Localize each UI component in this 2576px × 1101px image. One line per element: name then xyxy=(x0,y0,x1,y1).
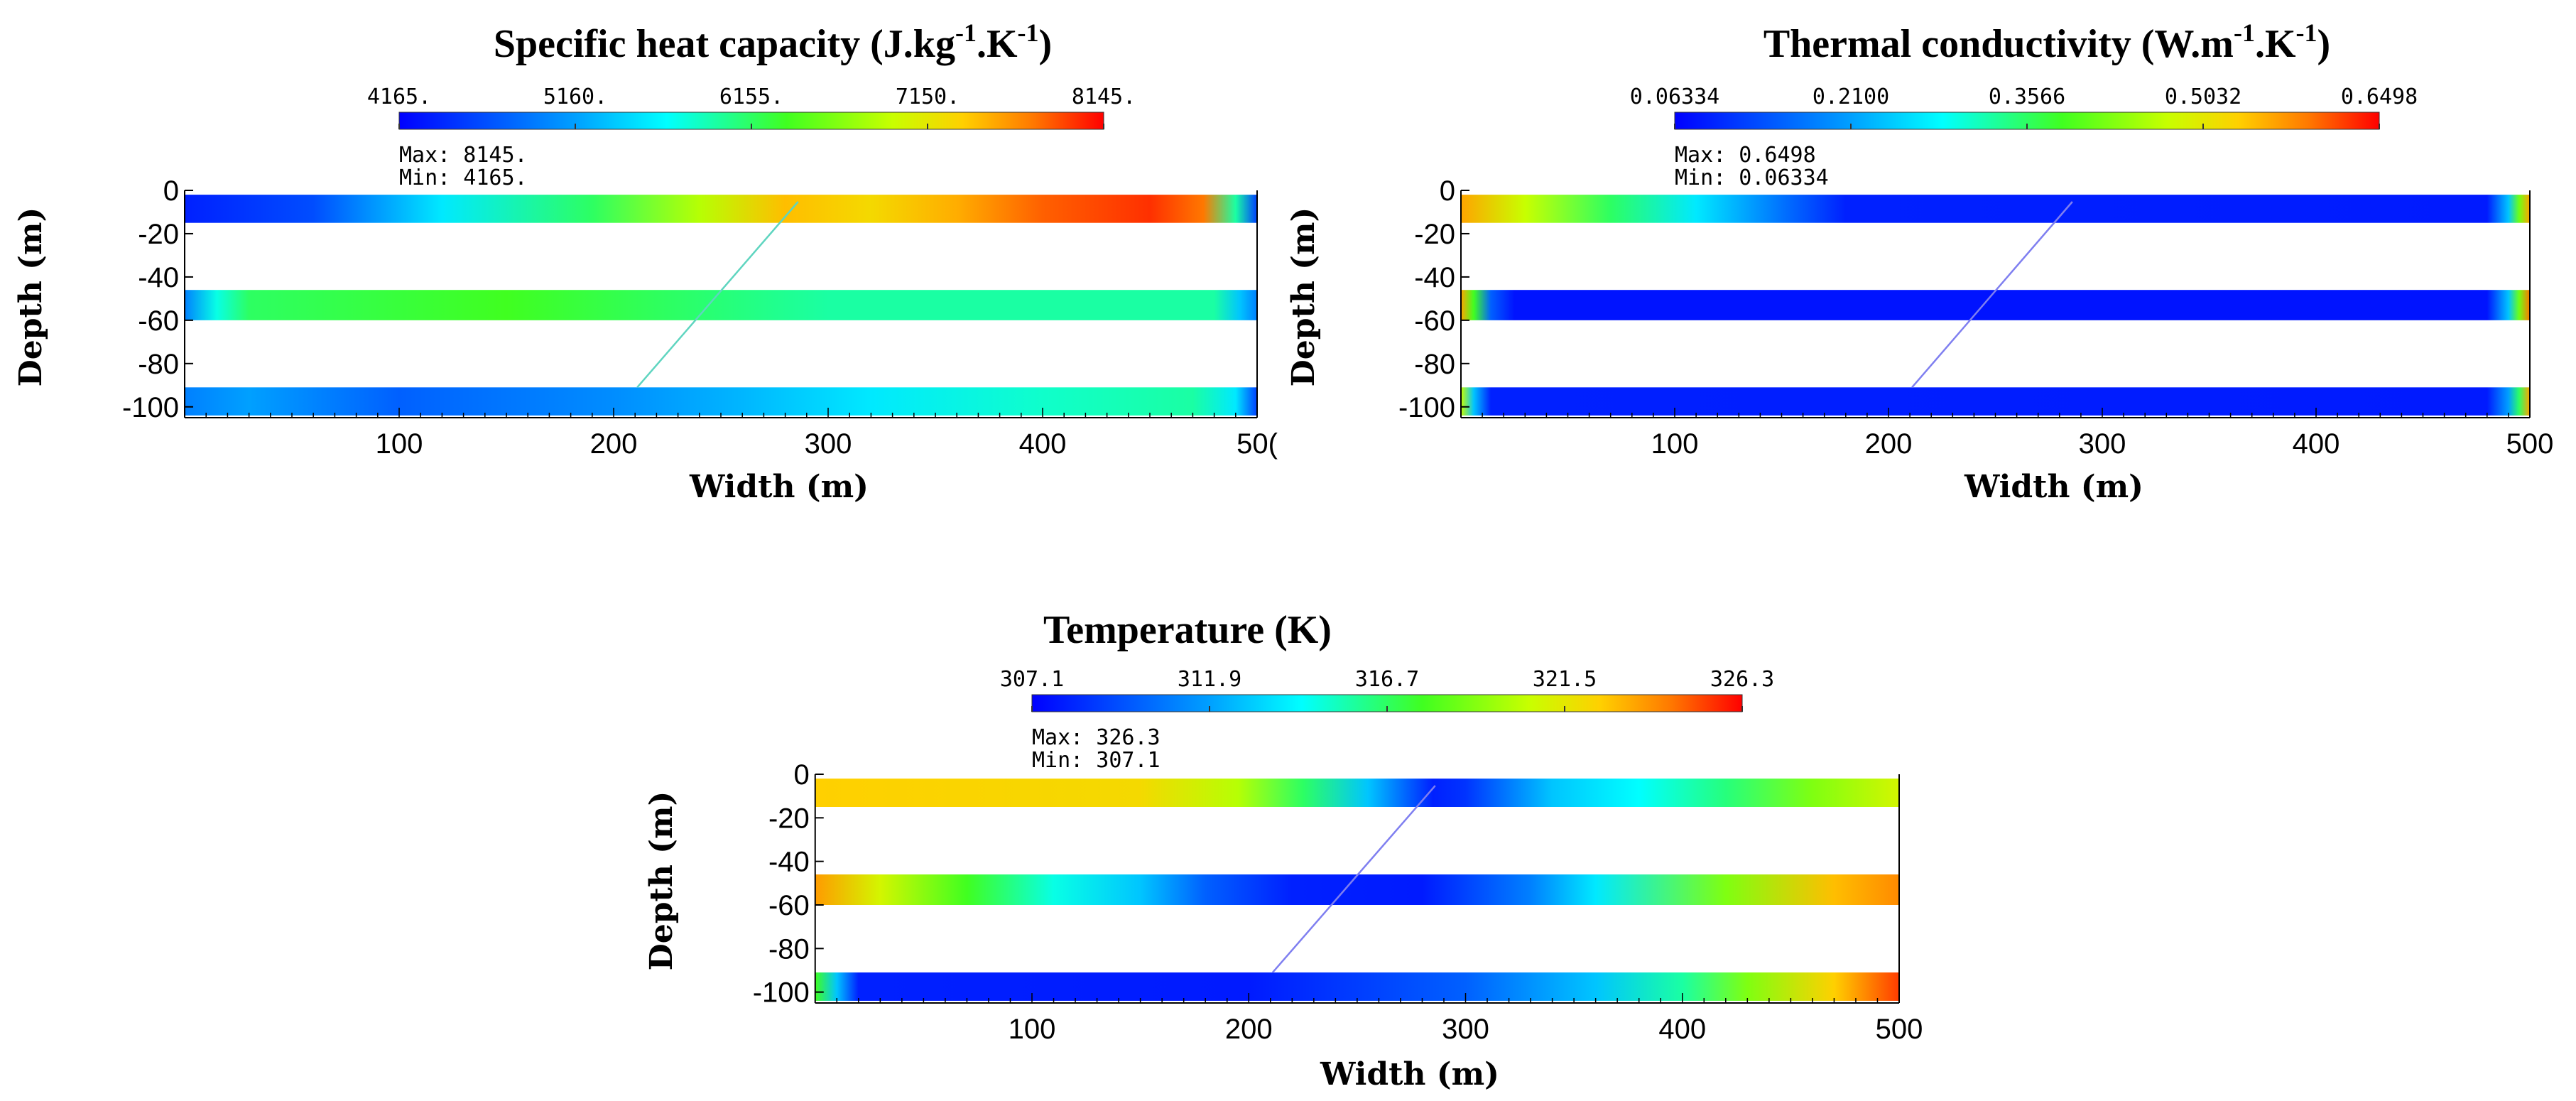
panel-thermal-conductivity: Thermal conductivity (W.m-1.K-1) 0.06334… xyxy=(1286,18,2553,505)
x-tick-label: 400 xyxy=(1019,428,1067,460)
x-tick-label: 400 xyxy=(1658,1014,1706,1045)
colorbar-tick-label: 0.6498 xyxy=(2341,85,2418,109)
y-tick-label: -100 xyxy=(753,977,810,1009)
y-tick-label: -100 xyxy=(1398,392,1455,423)
fault-line xyxy=(1271,785,1436,973)
x-tick-label: 300 xyxy=(2079,428,2126,460)
colorbar-tick-label: 7150. xyxy=(896,85,960,109)
heatmap-layer-1 xyxy=(185,195,1257,223)
colorbar-tick-label: 316.7 xyxy=(1355,667,1419,692)
y-tick-label: -20 xyxy=(1414,219,1455,250)
min-label: Min: 4165. xyxy=(399,166,528,190)
x-tick-label: 100 xyxy=(376,428,423,460)
chart-title: Thermal conductivity (W.m-1.K-1) xyxy=(1763,18,2330,66)
colorbar-tick-label: 326.3 xyxy=(1710,667,1774,692)
y-tick-label: -40 xyxy=(138,262,179,293)
chart-title: Temperature (K) xyxy=(1043,608,1332,652)
colorbar: 307.1 311.9 316.7 321.5 326.3 xyxy=(1000,667,1774,712)
panel-temperature: Temperature (K) 307.1 311.9 316.7 321.5 326.… xyxy=(643,608,1923,1092)
y-axis-label: Depth (m) xyxy=(13,207,49,387)
y-tick-label: -80 xyxy=(768,933,810,965)
heatmap-layer-2 xyxy=(815,874,1899,905)
colorbar-tick-label: 0.3566 xyxy=(1989,85,2065,109)
colorbar-tick-label: 321.5 xyxy=(1533,667,1597,692)
y-tick-label: -40 xyxy=(1414,262,1455,293)
y-tick-label: -60 xyxy=(138,305,179,337)
colorbar-tick-label: 311.9 xyxy=(1178,667,1241,692)
x-tick-label: 300 xyxy=(805,428,852,460)
x-tick-label: 200 xyxy=(1225,1014,1273,1045)
x-tick-label: 50( xyxy=(1237,428,1278,460)
min-label: Min: 307.1 xyxy=(1032,748,1161,773)
plot-area: 0 -20 -40 -60 -80 -100 100 200 300 400 500 xyxy=(753,759,1923,1045)
max-label: Max: 8145. xyxy=(399,143,528,168)
max-label: Max: 0.6498 xyxy=(1675,143,1816,168)
heatmap-layer-1 xyxy=(1461,195,2530,223)
y-tick-label: 0 xyxy=(1440,175,1455,207)
y-tick-label: -100 xyxy=(122,392,179,423)
colorbar-tick-label: 0.5032 xyxy=(2165,85,2241,109)
plot-area: 0 -20 -40 -60 -80 -100 100 200 300 400 500 xyxy=(1398,175,2553,460)
y-tick-label: -80 xyxy=(138,349,179,380)
y-tick-label: 0 xyxy=(163,175,179,207)
y-tick-label: -20 xyxy=(768,803,810,834)
heatmap-layer-2 xyxy=(1461,290,2530,320)
colorbar-tick-label: 5160. xyxy=(543,85,607,109)
y-axis-label: Depth (m) xyxy=(1286,207,1322,387)
heatmap-layer-3 xyxy=(185,387,1257,416)
x-tick-label: 200 xyxy=(1865,428,1913,460)
y-tick-label: 0 xyxy=(794,759,810,791)
heatmap-layer-3 xyxy=(815,972,1899,1001)
x-tick-label: 200 xyxy=(590,428,638,460)
y-tick-label: -20 xyxy=(138,219,179,250)
colorbar-tick-label: 4165. xyxy=(367,85,431,109)
heatmap-layer-2 xyxy=(185,290,1257,320)
chart-title: Specific heat capacity (J.kg-1.K-1) xyxy=(494,18,1052,66)
x-tick-label: 100 xyxy=(1651,428,1699,460)
colorbar: 4165. 5160. 6155. 7150. 8145. xyxy=(367,85,1136,130)
colorbar-tick-label: 0.2100 xyxy=(1813,85,1889,109)
y-tick-label: -80 xyxy=(1414,349,1455,380)
colorbar-tick-label: 0.06334 xyxy=(1630,85,1719,109)
colorbar-tick-label: 8145. xyxy=(1072,85,1136,109)
colorbar-tick-label: 307.1 xyxy=(1000,667,1064,692)
fault-line xyxy=(636,201,799,389)
x-tick-label: 500 xyxy=(2506,428,2554,460)
heatmap-layer-1 xyxy=(815,779,1899,807)
fault-line xyxy=(1911,201,2073,389)
colorbar: 0.06334 0.2100 0.3566 0.5032 0.6498 xyxy=(1630,85,2418,130)
x-axis-label: Width (m) xyxy=(1964,469,2143,505)
x-tick-label: 300 xyxy=(1442,1014,1489,1045)
panel-specific-heat: Specific heat capacity (J.kg-1.K-1) 4165… xyxy=(13,18,1278,505)
x-axis-label: Width (m) xyxy=(689,469,869,505)
max-label: Max: 326.3 xyxy=(1032,725,1161,750)
y-axis-label: Depth (m) xyxy=(643,791,680,971)
heatmap-layer-3 xyxy=(1461,387,2530,416)
x-axis-label: Width (m) xyxy=(1320,1056,1499,1092)
y-tick-label: -60 xyxy=(768,890,810,921)
x-tick-label: 400 xyxy=(2293,428,2340,460)
y-tick-label: -60 xyxy=(1414,305,1455,337)
plot-area: 0 -20 -40 -60 -80 -100 100 200 300 400 50( xyxy=(122,175,1278,460)
min-label: Min: 0.06334 xyxy=(1675,166,1829,190)
y-tick-label: -40 xyxy=(768,847,810,878)
colorbar-tick-label: 6155. xyxy=(719,85,783,109)
x-tick-label: 500 xyxy=(1876,1014,1923,1045)
x-tick-label: 100 xyxy=(1009,1014,1056,1045)
